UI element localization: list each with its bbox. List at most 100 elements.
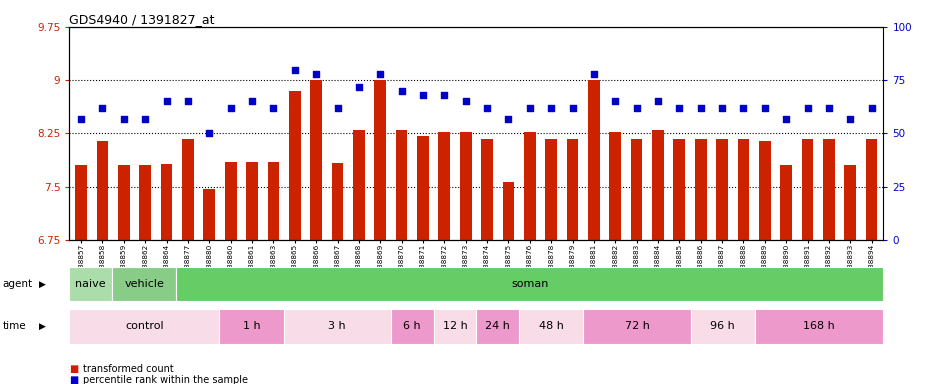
- Bar: [845, 166, 857, 240]
- Bar: [267, 162, 279, 240]
- Text: 12 h: 12 h: [442, 321, 467, 331]
- Point: [586, 71, 601, 77]
- Text: transformed count: transformed count: [83, 364, 174, 374]
- Bar: [69, 267, 112, 301]
- Point: [244, 98, 259, 104]
- Bar: [96, 141, 108, 240]
- Point: [672, 105, 686, 111]
- Bar: [545, 139, 557, 240]
- Text: 1 h: 1 h: [242, 321, 260, 331]
- Point: [437, 92, 451, 98]
- Bar: [524, 132, 536, 240]
- Bar: [246, 162, 258, 240]
- Text: ■: ■: [69, 364, 79, 374]
- Point: [736, 105, 751, 111]
- Bar: [502, 182, 514, 240]
- Bar: [69, 309, 219, 344]
- Bar: [695, 139, 707, 240]
- Point: [544, 105, 559, 111]
- Point: [715, 105, 730, 111]
- Text: percentile rank within the sample: percentile rank within the sample: [83, 375, 248, 384]
- Bar: [866, 139, 878, 240]
- Bar: [434, 309, 476, 344]
- Bar: [204, 189, 216, 240]
- Text: 3 h: 3 h: [328, 321, 346, 331]
- Bar: [438, 132, 450, 240]
- Bar: [182, 139, 194, 240]
- Point: [394, 88, 409, 94]
- Bar: [289, 91, 301, 240]
- Point: [523, 105, 537, 111]
- Bar: [737, 139, 749, 240]
- Text: soman: soman: [512, 279, 549, 289]
- Point: [843, 116, 857, 122]
- Bar: [75, 166, 87, 240]
- Point: [330, 105, 345, 111]
- Bar: [225, 162, 237, 240]
- Bar: [375, 80, 386, 240]
- Bar: [631, 139, 643, 240]
- Bar: [519, 309, 584, 344]
- Point: [480, 105, 495, 111]
- Bar: [610, 132, 621, 240]
- Text: agent: agent: [3, 279, 33, 289]
- Point: [309, 71, 324, 77]
- Point: [117, 116, 131, 122]
- Bar: [417, 136, 429, 240]
- Bar: [332, 163, 343, 240]
- Text: naive: naive: [76, 279, 106, 289]
- Point: [629, 105, 644, 111]
- Bar: [588, 80, 599, 240]
- Bar: [284, 309, 390, 344]
- Point: [415, 92, 430, 98]
- Point: [288, 66, 302, 73]
- Point: [501, 116, 516, 122]
- Text: ▶: ▶: [39, 322, 45, 331]
- Point: [779, 116, 794, 122]
- Text: time: time: [3, 321, 27, 331]
- Bar: [823, 139, 834, 240]
- Bar: [716, 139, 728, 240]
- Point: [352, 83, 366, 89]
- Text: GDS4940 / 1391827_at: GDS4940 / 1391827_at: [69, 13, 215, 26]
- Point: [821, 105, 836, 111]
- Text: 6 h: 6 h: [403, 321, 421, 331]
- Text: 168 h: 168 h: [803, 321, 835, 331]
- Point: [565, 105, 580, 111]
- Point: [458, 98, 473, 104]
- Point: [800, 105, 815, 111]
- Bar: [755, 309, 883, 344]
- Point: [864, 105, 879, 111]
- Text: 48 h: 48 h: [539, 321, 563, 331]
- Bar: [781, 166, 792, 240]
- Point: [694, 105, 709, 111]
- Bar: [460, 132, 472, 240]
- Bar: [673, 139, 685, 240]
- Bar: [584, 309, 691, 344]
- Bar: [118, 166, 130, 240]
- Text: 72 h: 72 h: [624, 321, 649, 331]
- Point: [138, 116, 153, 122]
- Bar: [758, 141, 771, 240]
- Text: 24 h: 24 h: [486, 321, 511, 331]
- Bar: [140, 166, 151, 240]
- Text: vehicle: vehicle: [124, 279, 165, 289]
- Point: [650, 98, 665, 104]
- Text: 96 h: 96 h: [710, 321, 735, 331]
- Point: [608, 98, 623, 104]
- Bar: [802, 139, 813, 240]
- Point: [95, 105, 110, 111]
- Bar: [691, 309, 755, 344]
- Bar: [219, 309, 284, 344]
- Bar: [481, 139, 493, 240]
- Text: control: control: [125, 321, 164, 331]
- Bar: [161, 164, 172, 240]
- Bar: [396, 130, 408, 240]
- Point: [74, 116, 89, 122]
- Text: ▶: ▶: [39, 280, 45, 289]
- Point: [159, 98, 174, 104]
- Bar: [567, 139, 578, 240]
- Bar: [652, 130, 664, 240]
- Point: [223, 105, 238, 111]
- Bar: [177, 267, 883, 301]
